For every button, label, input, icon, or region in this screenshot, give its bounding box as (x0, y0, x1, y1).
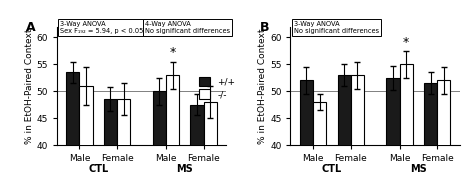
Text: *: * (169, 46, 176, 59)
Bar (117, 99, 130, 177)
Text: 3-Way ANOVA
Sex F₁₉₂ = 5.94, p < 0.05: 3-Way ANOVA Sex F₁₉₂ = 5.94, p < 0.05 (60, 21, 144, 34)
Text: 4-Way ANOVA
No significant differences: 4-Way ANOVA No significant differences (145, 21, 230, 34)
Bar (400, 64, 413, 177)
Text: B: B (260, 21, 270, 34)
Y-axis label: % in EtOH-Paired Context: % in EtOH-Paired Context (258, 28, 267, 144)
Bar (300, 81, 313, 177)
Bar (337, 75, 351, 177)
Text: *: * (403, 36, 409, 49)
Bar (153, 91, 166, 177)
Bar (386, 78, 400, 177)
Text: CTL: CTL (322, 164, 342, 174)
Bar (80, 86, 92, 177)
Bar (166, 75, 179, 177)
Y-axis label: % in EtOH-Paired Context: % in EtOH-Paired Context (25, 28, 34, 144)
Bar (424, 83, 437, 177)
Bar (313, 102, 326, 177)
Text: A: A (27, 21, 36, 34)
Bar (437, 81, 450, 177)
Bar (204, 102, 217, 177)
Bar (66, 72, 80, 177)
Text: 3-Way ANOVA
No significant differences: 3-Way ANOVA No significant differences (294, 21, 379, 34)
Text: MS: MS (176, 164, 193, 174)
Legend: +/+, -/-: +/+, -/- (199, 77, 235, 99)
Bar (104, 99, 117, 177)
Text: MS: MS (410, 164, 427, 174)
Text: CTL: CTL (88, 164, 109, 174)
Bar (191, 105, 204, 177)
Bar (351, 75, 364, 177)
